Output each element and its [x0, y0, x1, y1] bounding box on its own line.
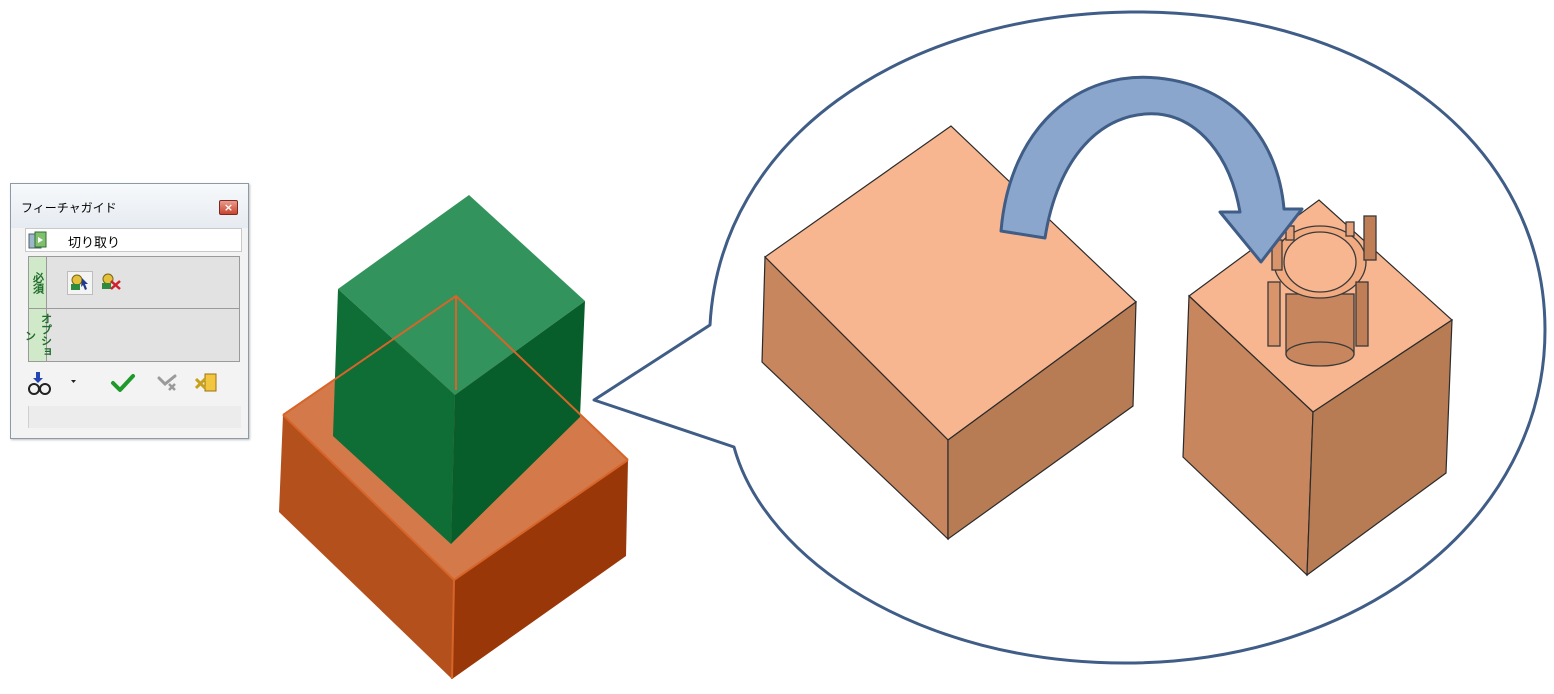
- select-target-bodies-button[interactable]: [67, 271, 93, 295]
- cut-feature-icon: [28, 231, 47, 249]
- apply-icon: [157, 374, 177, 391]
- orange-cube-hidden-edges: [282, 294, 629, 680]
- feature-name: 切り取り: [68, 236, 121, 251]
- option-section: オプション: [24, 309, 240, 362]
- cancel-button[interactable]: [193, 370, 221, 396]
- block-before-right: [947, 300, 1137, 541]
- preview-glasses-icon: [28, 372, 51, 395]
- tab-required[interactable]: 必須: [29, 257, 47, 308]
- feature-guide-dialog: フィーチャガイド × 切り取り 必須: [10, 183, 249, 439]
- green-cube-left: [333, 289, 455, 544]
- feature-name-row: 切り取り: [25, 228, 242, 252]
- apply-button[interactable]: [153, 370, 181, 396]
- ok-button[interactable]: [109, 370, 137, 396]
- select-tool-bodies-button[interactable]: [99, 271, 125, 295]
- ok-check-icon: [111, 374, 135, 392]
- block-after-right: [1306, 318, 1453, 577]
- close-button[interactable]: ×: [219, 200, 238, 215]
- transform-arrow: [999, 75, 1304, 264]
- cut-feature-shape: [1267, 215, 1377, 367]
- select-target-bodies-icon: [71, 274, 88, 290]
- green-cube-right: [451, 301, 585, 544]
- dialog-titlebar: フィーチャガイド ×: [11, 184, 248, 228]
- block-before: [761, 125, 1137, 541]
- cancel-icon: [194, 373, 217, 392]
- green-cube-top: [338, 195, 585, 395]
- dropdown-arrow-icon: [71, 380, 76, 383]
- dialog-title: フィーチャガイド: [21, 201, 117, 215]
- close-icon: ×: [223, 201, 234, 214]
- green-cube: [333, 195, 585, 544]
- dialog-status-strip: [28, 406, 241, 428]
- orange-cube-right: [452, 460, 628, 679]
- tab-option[interactable]: オプション: [24, 309, 53, 361]
- select-tool-bodies-icon: [102, 273, 121, 290]
- preview-button[interactable]: [27, 370, 55, 396]
- orange-cube-left: [279, 415, 454, 679]
- required-section: 必須: [28, 256, 240, 309]
- preview-dropdown-button[interactable]: [67, 370, 81, 396]
